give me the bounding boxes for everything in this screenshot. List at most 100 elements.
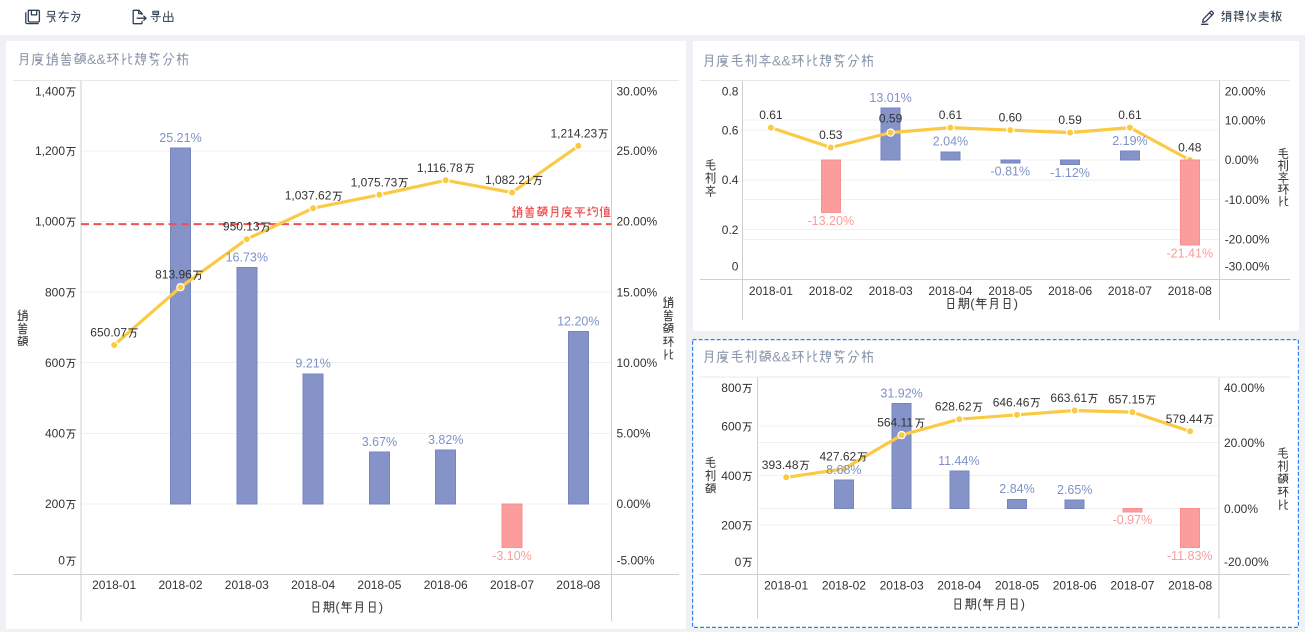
svg-text:0.4: 0.4 bbox=[722, 173, 739, 187]
svg-text:564.11: 564.11 bbox=[877, 416, 913, 430]
svg-text:2018-04: 2018-04 bbox=[937, 579, 981, 593]
svg-text:0.00%: 0.00% bbox=[1225, 153, 1259, 167]
svg-text:-13.20%: -13.20% bbox=[808, 214, 855, 228]
svg-text:2018-01: 2018-01 bbox=[92, 578, 136, 592]
svg-text:2018-04: 2018-04 bbox=[291, 578, 335, 592]
svg-text:13.01%: 13.01% bbox=[869, 91, 911, 105]
svg-text:2.19%: 2.19% bbox=[1112, 134, 1147, 148]
svg-text:-21.41%: -21.41% bbox=[1167, 247, 1214, 261]
svg-text:200: 200 bbox=[45, 497, 65, 511]
svg-text:25.00%: 25.00% bbox=[617, 144, 658, 158]
svg-text:646.46: 646.46 bbox=[993, 395, 1030, 409]
svg-text:-0.97%: -0.97% bbox=[1113, 513, 1153, 527]
svg-text:20.00%: 20.00% bbox=[617, 215, 658, 229]
svg-text:1,082.21: 1,082.21 bbox=[485, 173, 532, 187]
svg-text:2018-03: 2018-03 bbox=[225, 578, 269, 592]
svg-text:-30.00%: -30.00% bbox=[1225, 260, 1270, 274]
svg-text:579.44: 579.44 bbox=[1166, 412, 1203, 426]
svg-text:800: 800 bbox=[45, 285, 65, 299]
svg-text:2018-03: 2018-03 bbox=[880, 579, 924, 593]
svg-text:2018-06: 2018-06 bbox=[1053, 579, 1097, 593]
svg-text:1,400: 1,400 bbox=[35, 85, 65, 99]
svg-text:-10.00%: -10.00% bbox=[1225, 193, 1270, 207]
svg-text:9.21%: 9.21% bbox=[295, 357, 330, 371]
svg-text:1,075.73: 1,075.73 bbox=[351, 175, 398, 189]
svg-text:&&: && bbox=[87, 51, 106, 67]
svg-text:10.00%: 10.00% bbox=[617, 356, 658, 370]
svg-text:1,200: 1,200 bbox=[35, 144, 65, 158]
svg-text:2018-08: 2018-08 bbox=[556, 578, 600, 592]
svg-text:2018-01: 2018-01 bbox=[764, 579, 808, 593]
svg-text:): ) bbox=[379, 600, 383, 615]
svg-text:5.00%: 5.00% bbox=[617, 427, 651, 441]
svg-text:0.61: 0.61 bbox=[1118, 108, 1142, 122]
svg-text:10.00%: 10.00% bbox=[1225, 113, 1266, 127]
svg-text:1,214.23: 1,214.23 bbox=[551, 126, 598, 140]
svg-text:25.21%: 25.21% bbox=[159, 131, 201, 145]
svg-text:): ) bbox=[1014, 296, 1018, 311]
svg-text:2018-05: 2018-05 bbox=[357, 578, 401, 592]
svg-text:3.82%: 3.82% bbox=[428, 433, 463, 447]
svg-text:(: ( bbox=[977, 597, 982, 612]
svg-text:-0.81%: -0.81% bbox=[991, 165, 1031, 179]
svg-text:(: ( bbox=[970, 296, 975, 311]
svg-text:813.96: 813.96 bbox=[155, 268, 192, 282]
svg-text:2018-07: 2018-07 bbox=[1110, 579, 1154, 593]
svg-text:1,116.78: 1,116.78 bbox=[417, 161, 463, 175]
svg-text:30.00%: 30.00% bbox=[617, 85, 658, 99]
svg-text:2018-02: 2018-02 bbox=[809, 284, 853, 298]
svg-text:31.92%: 31.92% bbox=[880, 386, 922, 400]
svg-text:&&: && bbox=[772, 348, 791, 364]
svg-text:2018-02: 2018-02 bbox=[822, 579, 866, 593]
svg-text:650.07: 650.07 bbox=[90, 326, 127, 340]
svg-text:-5.00%: -5.00% bbox=[617, 554, 655, 568]
svg-text:628.62: 628.62 bbox=[935, 400, 972, 414]
svg-text:12.20%: 12.20% bbox=[557, 315, 599, 329]
svg-text:393.48: 393.48 bbox=[762, 458, 799, 472]
svg-text:15.00%: 15.00% bbox=[617, 285, 658, 299]
svg-text:0.00%: 0.00% bbox=[617, 497, 651, 511]
svg-text:2018-08: 2018-08 bbox=[1168, 284, 1212, 298]
svg-text:0.8: 0.8 bbox=[722, 85, 739, 99]
svg-text:8.68%: 8.68% bbox=[826, 463, 861, 477]
svg-text:2018-03: 2018-03 bbox=[869, 284, 913, 298]
svg-text:0.48: 0.48 bbox=[1178, 141, 1202, 155]
svg-text:2.65%: 2.65% bbox=[1057, 483, 1092, 497]
svg-text:0.6: 0.6 bbox=[722, 123, 739, 137]
svg-text:663.61: 663.61 bbox=[1050, 391, 1087, 405]
svg-text:0.60: 0.60 bbox=[999, 111, 1023, 125]
svg-text:16.73%: 16.73% bbox=[226, 251, 268, 265]
svg-text:-20.00%: -20.00% bbox=[1224, 555, 1269, 569]
svg-text:950.13: 950.13 bbox=[223, 220, 260, 234]
svg-text:2018-05: 2018-05 bbox=[995, 579, 1039, 593]
svg-text:2018-08: 2018-08 bbox=[1168, 579, 1212, 593]
svg-text:2018-02: 2018-02 bbox=[159, 578, 203, 592]
svg-text:400: 400 bbox=[45, 427, 65, 441]
svg-text:3.67%: 3.67% bbox=[362, 435, 397, 449]
svg-text:800: 800 bbox=[721, 381, 741, 395]
svg-text:1,000: 1,000 bbox=[35, 215, 65, 229]
svg-text:-20.00%: -20.00% bbox=[1225, 233, 1270, 247]
svg-text:-11.83%: -11.83% bbox=[1167, 549, 1213, 563]
svg-text:2.04%: 2.04% bbox=[933, 135, 968, 149]
svg-text:2018-01: 2018-01 bbox=[749, 284, 793, 298]
svg-text:(: ( bbox=[335, 600, 340, 615]
svg-text:0: 0 bbox=[735, 555, 742, 569]
svg-text:400: 400 bbox=[721, 469, 741, 483]
svg-text:0.00%: 0.00% bbox=[1224, 502, 1258, 516]
svg-text:2018-07: 2018-07 bbox=[1108, 284, 1152, 298]
svg-text:20.00%: 20.00% bbox=[1224, 436, 1265, 450]
svg-text:): ) bbox=[1021, 597, 1025, 612]
svg-text:427.62: 427.62 bbox=[820, 449, 857, 463]
svg-text:2018-07: 2018-07 bbox=[490, 578, 534, 592]
svg-text:0.59: 0.59 bbox=[879, 111, 903, 125]
svg-text:657.15: 657.15 bbox=[1108, 393, 1145, 407]
svg-text:0: 0 bbox=[732, 260, 739, 274]
svg-text:11.44%: 11.44% bbox=[938, 454, 979, 468]
svg-text:0: 0 bbox=[58, 554, 65, 568]
svg-text:0.53: 0.53 bbox=[819, 128, 843, 142]
svg-text:40.00%: 40.00% bbox=[1224, 381, 1265, 395]
svg-text:-3.10%: -3.10% bbox=[492, 549, 532, 563]
svg-text:&&: && bbox=[772, 52, 791, 68]
svg-text:0.59: 0.59 bbox=[1058, 113, 1082, 127]
